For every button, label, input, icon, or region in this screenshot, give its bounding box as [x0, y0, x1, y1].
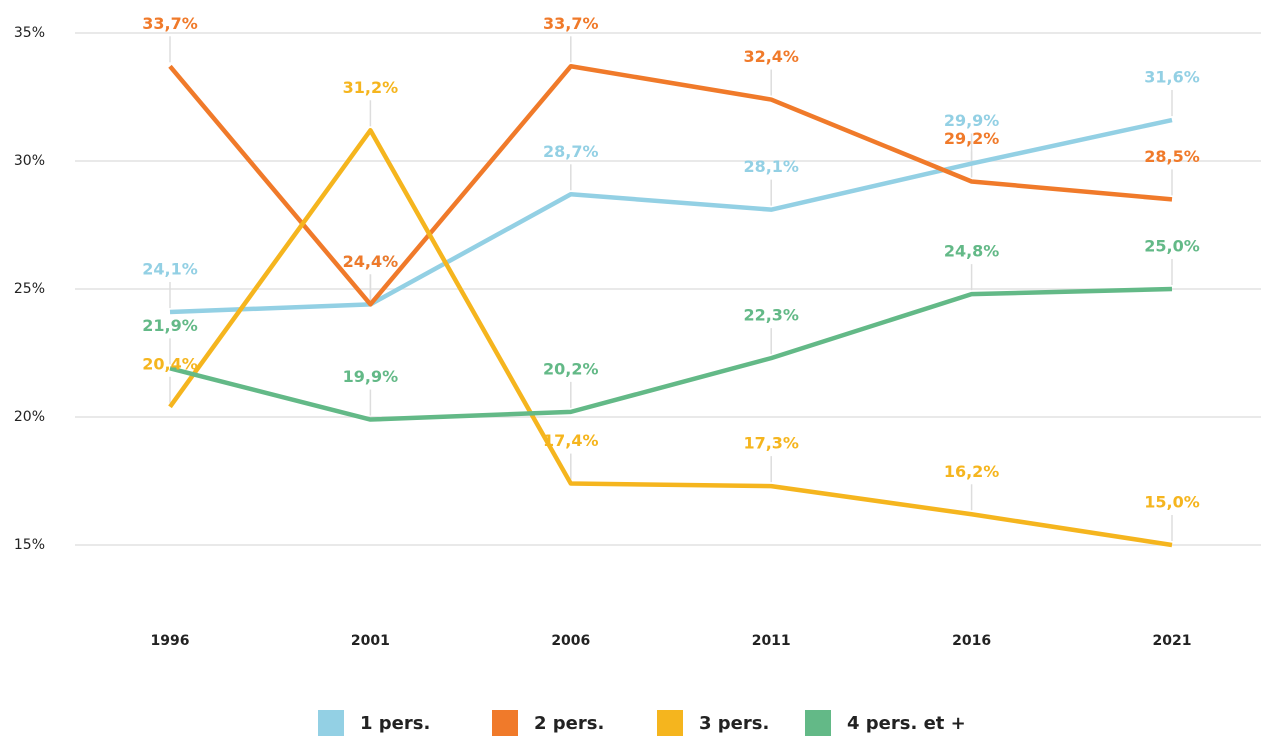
- y-tick-label: 15%: [14, 537, 45, 553]
- legend-label: 4 pers. et +: [847, 713, 966, 734]
- x-tick-label: 2011: [752, 633, 791, 649]
- y-tick-label: 20%: [14, 409, 45, 425]
- value-label: 25,0%: [1144, 237, 1200, 256]
- value-label: 28,7%: [543, 142, 599, 161]
- legend-label: 2 pers.: [534, 713, 604, 734]
- value-label: 24,4%: [343, 252, 399, 271]
- value-label: 32,4%: [743, 47, 799, 66]
- x-tick-label: 1996: [151, 633, 190, 649]
- value-label: 28,5%: [1144, 147, 1200, 166]
- value-label: 20,4%: [142, 354, 198, 373]
- legend-swatch: [805, 710, 831, 736]
- value-label: 17,3%: [743, 434, 799, 453]
- value-label: 28,1%: [743, 157, 799, 176]
- legend-swatch: [492, 710, 518, 736]
- value-label: 20,2%: [543, 359, 599, 378]
- value-label: 22,3%: [743, 306, 799, 325]
- y-tick-label: 25%: [14, 281, 45, 297]
- legend-swatch: [318, 710, 344, 736]
- value-label: 29,2%: [944, 129, 1000, 148]
- value-label: 31,6%: [1144, 68, 1200, 87]
- legend-label: 1 pers.: [360, 713, 430, 734]
- value-label: 17,4%: [543, 431, 599, 450]
- x-tick-label: 2016: [952, 633, 991, 649]
- series-line: [168, 128, 1173, 548]
- value-label: 24,1%: [142, 260, 198, 279]
- x-tick-label: 2021: [1153, 633, 1192, 649]
- series-line: [169, 286, 1173, 422]
- x-tick-label: 2006: [551, 633, 590, 649]
- value-label: 16,2%: [944, 462, 1000, 481]
- legend-swatch: [657, 710, 683, 736]
- legend-label: 3 pers.: [699, 713, 769, 734]
- value-label: 33,7%: [142, 14, 198, 33]
- value-label: 24,4%: [343, 252, 399, 271]
- value-label: 29,9%: [944, 111, 1000, 130]
- value-label: 31,2%: [343, 78, 399, 97]
- x-tick-label: 2001: [351, 633, 390, 649]
- value-label: 33,7%: [543, 14, 599, 33]
- series-line: [169, 117, 1173, 315]
- value-label: 19,9%: [343, 367, 399, 386]
- value-label: 21,9%: [142, 316, 198, 335]
- value-label: 15,0%: [1144, 493, 1200, 512]
- y-tick-label: 35%: [14, 25, 45, 41]
- value-label: 24,8%: [944, 242, 1000, 261]
- series-line: [168, 64, 1173, 307]
- y-tick-label: 30%: [14, 153, 45, 169]
